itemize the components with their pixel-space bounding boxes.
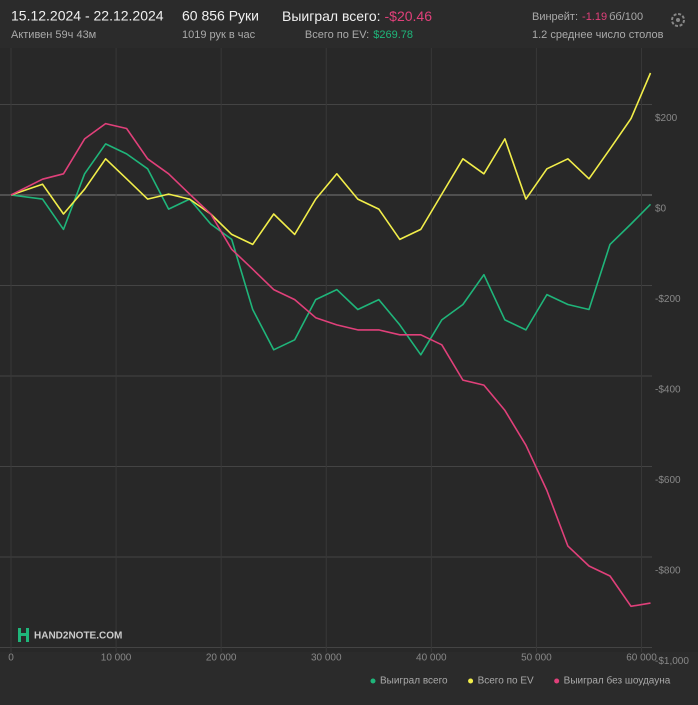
dates: 15.12.2024 - 22.12.2024 (11, 8, 164, 24)
legend-marker (468, 678, 474, 684)
won-label: Выиграл всего: (282, 8, 381, 24)
y-tick-label: $0 (655, 204, 667, 215)
series-line (10, 72, 652, 246)
x-tick-label: 20 000 (206, 653, 237, 664)
hands: 60 856 Руки (182, 8, 259, 24)
logo: HAND2NOTE.COM (18, 628, 122, 642)
x-tick-label: 10 000 (101, 653, 132, 664)
gear[interactable] (671, 13, 685, 27)
gear-center[interactable] (676, 18, 680, 22)
winrate-label: Винрейт: (532, 11, 578, 23)
won-value: -$20.46 (385, 8, 433, 24)
logo-bar (18, 633, 29, 636)
ev-label: Всего по EV: (305, 29, 369, 41)
y-tick-label: -$1,000 (655, 656, 689, 667)
ev-total: Всего по EV: $269.78 (305, 29, 413, 41)
x-tick-label: 40 000 (416, 653, 447, 664)
legend-marker (554, 678, 560, 684)
series-line (10, 122, 651, 608)
legend-label: Выиграл без шоудауна (564, 675, 671, 687)
x-tick-label: 0 (8, 653, 14, 664)
winrate: Винрейт: -1.19 бб/100 (532, 11, 643, 23)
won-total: Выиграл всего: -$20.46 (282, 8, 432, 24)
legend-label: Всего по EV (478, 676, 534, 687)
settings-icon[interactable] (671, 13, 685, 27)
y-tick-label: -$400 (655, 385, 681, 396)
tables: 1.2 среднее число столов (532, 29, 664, 41)
hands-rate: 1019 рук в час (182, 29, 256, 41)
winrate-value: -1.19 (582, 11, 607, 23)
logo-text: HAND2NOTE.COM (34, 631, 122, 642)
y-tick-label: -$600 (655, 475, 681, 486)
series-line (10, 143, 652, 356)
legend-label: Выиграл всего (380, 676, 448, 687)
x-tick-label: 60 000 (626, 653, 657, 664)
x-tick-label: 30 000 (311, 653, 342, 664)
active-time: Активен 59ч 43м (11, 29, 96, 41)
y-tick-label: -$800 (655, 566, 681, 577)
ev-value: $269.78 (373, 29, 413, 41)
winrate-unit: бб/100 (609, 11, 643, 23)
legend-marker (370, 678, 376, 684)
x-tick-label: 50 000 (521, 653, 552, 664)
y-tick-label: $200 (655, 113, 678, 124)
y-tick-label: -$200 (655, 294, 681, 305)
plot-area (0, 48, 698, 652)
